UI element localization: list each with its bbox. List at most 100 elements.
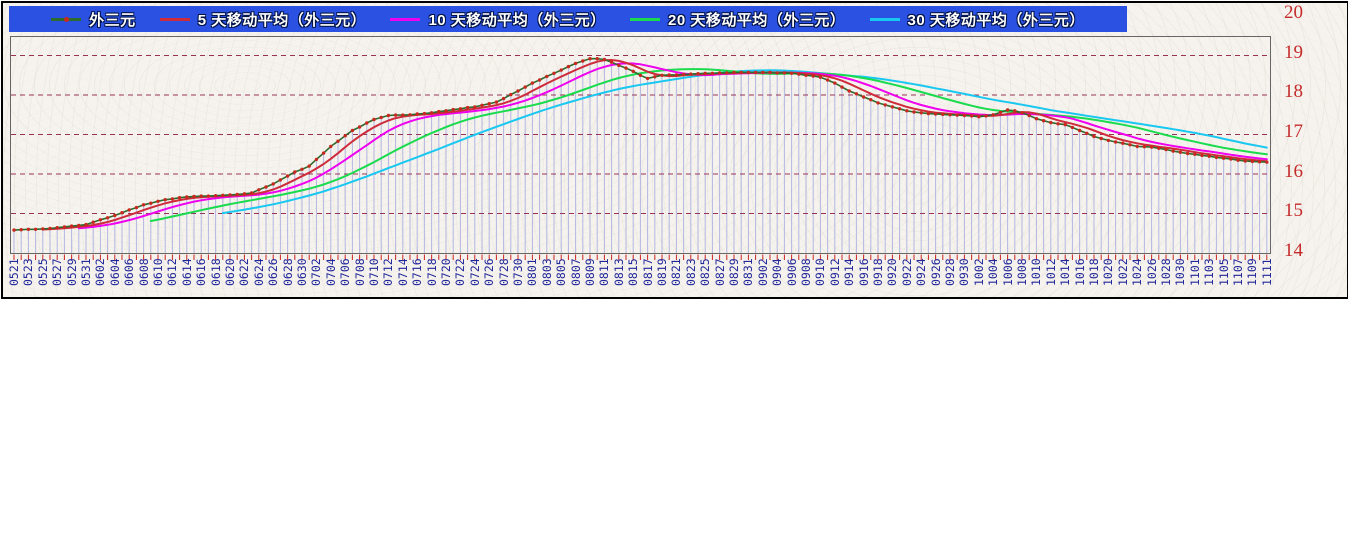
main-series-marker xyxy=(458,107,463,111)
x-axis-label: 0624 xyxy=(251,258,266,286)
main-series-marker xyxy=(350,128,355,133)
main-series-marker xyxy=(1214,155,1219,160)
main-series-marker xyxy=(386,113,391,118)
main-series-marker xyxy=(437,109,441,114)
plot-area xyxy=(10,36,1271,260)
main-series-marker xyxy=(941,112,945,117)
x-axis-label: 0720 xyxy=(439,258,453,286)
main-series-marker xyxy=(365,121,369,125)
main-series-marker xyxy=(573,61,578,66)
main-series-marker xyxy=(127,208,131,212)
main-series-marker xyxy=(429,111,434,115)
main-series-marker xyxy=(552,71,556,75)
main-series-marker xyxy=(257,188,261,192)
x-axis-label: 0912 xyxy=(827,258,842,286)
main-series-marker xyxy=(977,115,981,119)
main-series-marker xyxy=(1243,159,1247,163)
main-series-marker xyxy=(681,72,686,77)
main-series-marker xyxy=(1063,122,1067,127)
main-series-marker xyxy=(1157,146,1161,150)
main-series-marker xyxy=(732,70,736,75)
main-series-marker xyxy=(285,174,290,178)
main-series-marker xyxy=(1149,145,1154,149)
x-axis-label: 0706 xyxy=(338,258,353,286)
main-series-marker xyxy=(696,72,700,76)
main-series-marker xyxy=(33,227,38,231)
main-series-marker xyxy=(465,105,470,110)
x-axis-label: 0910 xyxy=(813,258,828,286)
main-series-marker xyxy=(509,92,513,97)
main-series-marker xyxy=(883,103,887,107)
main-series-marker xyxy=(1193,152,1197,156)
main-series-marker xyxy=(660,73,664,77)
x-axis-label: 0628 xyxy=(280,258,295,286)
main-series-marker xyxy=(998,110,1003,115)
main-series-marker xyxy=(300,167,304,171)
main-series-marker xyxy=(177,196,182,200)
x-axis-label: 1014 xyxy=(1058,258,1073,286)
main-series-marker xyxy=(1142,145,1147,149)
main-series-marker xyxy=(1207,154,1211,158)
main-series-marker xyxy=(69,224,74,228)
x-axis-label: 0616 xyxy=(194,258,209,286)
legend-line-swatch xyxy=(869,17,900,21)
x-axis-label: 0620 xyxy=(223,258,237,286)
x-axis-label: 0825 xyxy=(698,258,713,286)
x-axis-label: 1004 xyxy=(986,258,1001,286)
main-series-marker xyxy=(1236,158,1240,162)
y-axis-label: 18 xyxy=(1284,81,1303,103)
main-series-marker xyxy=(41,227,45,231)
x-axis-label: 1103 xyxy=(1202,258,1217,286)
x-axis-label: 0714 xyxy=(395,258,410,286)
main-series-marker xyxy=(1005,108,1010,112)
x-axis-label: 0908 xyxy=(799,258,813,286)
x-axis-label: 1030 xyxy=(1173,258,1188,286)
main-series-marker xyxy=(638,73,643,77)
main-series-marker xyxy=(494,100,499,104)
main-series-marker xyxy=(408,113,412,117)
y-axis-label: 20 xyxy=(1284,2,1303,23)
main-series-marker xyxy=(825,78,830,82)
main-series-marker xyxy=(1257,160,1262,164)
main-series-marker xyxy=(667,73,671,77)
legend-item-ma20: 20 天移动平均（外三元） xyxy=(629,9,845,30)
main-series-marker xyxy=(321,151,326,155)
main-series-marker xyxy=(897,107,902,111)
main-series-marker xyxy=(1200,153,1204,158)
x-axis-label: 0525 xyxy=(35,258,50,286)
x-axis-label: 0821 xyxy=(669,258,684,286)
main-series-marker xyxy=(847,89,851,93)
main-series-marker xyxy=(19,228,23,232)
main-series-marker xyxy=(840,85,844,89)
x-axis-label: 1107 xyxy=(1231,258,1245,286)
legend-item-label: 5 天移动平均（外三元） xyxy=(197,11,367,29)
x-axis-label: 0718 xyxy=(424,258,439,286)
x-axis-label: 0702 xyxy=(309,258,324,286)
main-series-marker xyxy=(933,112,938,116)
x-axis-label: 0918 xyxy=(871,258,885,286)
main-series-marker xyxy=(602,57,607,62)
main-series-marker xyxy=(645,76,650,81)
x-axis-label: 0928 xyxy=(943,258,957,286)
x-axis-label: 0829 xyxy=(727,258,741,286)
chart-box: 外三元 5 天移动平均（外三元） 10 天移动平均（外三元） 20 天移动平均（外三元… xyxy=(1,1,1348,299)
main-series-marker xyxy=(725,71,729,75)
x-axis-label: 0906 xyxy=(784,258,799,286)
x-axis-label: 0827 xyxy=(712,258,727,286)
main-series-marker xyxy=(566,64,571,69)
main-series-marker xyxy=(62,225,67,229)
main-series-marker xyxy=(98,218,103,222)
main-series-marker xyxy=(77,223,81,228)
x-axis-label: 0924 xyxy=(914,258,929,286)
x-axis-label: 0716 xyxy=(410,258,425,286)
x-axis-label: 0904 xyxy=(770,258,785,286)
main-series-marker xyxy=(516,89,520,93)
main-series-marker xyxy=(1034,117,1039,121)
main-series-marker xyxy=(775,71,779,75)
main-series-marker xyxy=(1265,160,1269,164)
legend-item-ma10: 10 天移动平均（外三元） xyxy=(390,9,605,30)
main-series-marker xyxy=(1171,149,1175,153)
x-axis-label: 0529 xyxy=(64,258,79,286)
main-series-marker xyxy=(624,66,628,70)
main-series-marker xyxy=(1221,156,1226,160)
